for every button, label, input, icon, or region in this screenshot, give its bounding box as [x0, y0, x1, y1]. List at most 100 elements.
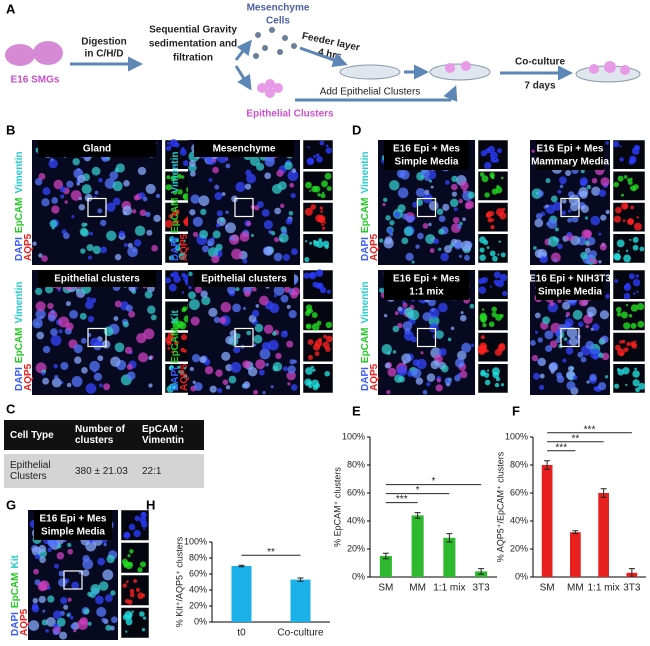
cell: [50, 335, 62, 346]
cell: [188, 299, 200, 311]
cell: [548, 236, 559, 247]
cell: [71, 376, 83, 387]
dish: [429, 63, 491, 81]
cell: [189, 209, 196, 216]
cell: [289, 359, 295, 365]
stain-word: DAPI: [360, 237, 371, 261]
cell: [291, 168, 297, 173]
channel-signal: [621, 311, 628, 319]
cell: [273, 252, 283, 262]
cell: [77, 619, 89, 630]
cell: [85, 383, 97, 394]
error-bar: [572, 530, 579, 535]
channel-signal: [324, 172, 332, 180]
channel-signal: [483, 239, 489, 246]
image-title: Simple Media: [41, 527, 105, 538]
cell: [97, 355, 104, 362]
cell: [106, 554, 115, 564]
cell: [64, 200, 68, 204]
cell: [91, 166, 101, 176]
channel-signal: [487, 217, 493, 223]
cell: [565, 347, 574, 355]
cell: [115, 163, 125, 173]
cell: [112, 181, 123, 192]
cell: [133, 194, 140, 201]
channel-signal: [143, 528, 146, 531]
y-tick-label: 0%: [515, 571, 528, 581]
cell: [69, 309, 79, 319]
channel-signal: [303, 272, 310, 279]
bar: [541, 465, 553, 577]
cell: [566, 231, 572, 237]
channel-signal: [174, 245, 181, 252]
mesenchyme-cells: [253, 27, 297, 59]
cell: [537, 190, 544, 197]
panel-label: C: [6, 401, 16, 416]
cell: [287, 365, 296, 374]
channel-signal: [639, 246, 645, 252]
stain-label: DAPI EpCAM Vimentin: [360, 151, 371, 261]
cell: [415, 244, 420, 249]
cell: [550, 195, 558, 203]
cell: [97, 208, 103, 214]
cell: [138, 352, 149, 363]
stain-word: EpCAM: [170, 328, 181, 364]
cell: [148, 356, 153, 361]
cell: [565, 169, 572, 177]
cell: [42, 377, 50, 385]
channel-signal: [315, 282, 322, 289]
error-bar: [382, 552, 389, 560]
cell: [382, 202, 386, 207]
channel-signal: [321, 180, 328, 188]
y-tick-label: 40%: [189, 584, 207, 594]
cell: [66, 613, 71, 617]
y-tick-label: 0%: [352, 571, 365, 581]
cell: [215, 369, 223, 377]
channel-signal: [634, 222, 642, 231]
cell: [81, 367, 88, 374]
stain-label: DAPI EpCAM Vimentin: [14, 151, 25, 261]
table-header: EpCAM : Vimentin: [135, 420, 204, 450]
cell: [440, 252, 449, 262]
cell: [554, 227, 559, 232]
panel-label: H: [146, 497, 155, 512]
y-axis-label: % EpCAM⁺ clusters: [332, 467, 342, 547]
significance-label: ***: [396, 494, 408, 505]
cell: [387, 227, 393, 234]
roi-box: [560, 327, 580, 348]
cell: [542, 252, 547, 257]
channel-signal: [173, 275, 181, 283]
channel-signal: [623, 347, 629, 352]
x-tick-label: SM: [378, 583, 393, 594]
cell: [268, 340, 279, 351]
y-tick-label: 80%: [189, 552, 207, 562]
cell: [597, 382, 607, 391]
channel-signal: [171, 350, 175, 354]
cell: [47, 547, 52, 553]
cell: [577, 351, 584, 358]
error-bar: [544, 460, 551, 470]
cell: [212, 166, 219, 174]
cell: [424, 189, 430, 195]
cell: [76, 182, 80, 186]
cell: [467, 191, 475, 199]
channel-signal: [137, 592, 144, 600]
cell: [585, 340, 595, 350]
cell: [384, 362, 391, 369]
cell: [411, 368, 422, 379]
channel-signal: [622, 219, 626, 223]
cell: [93, 372, 103, 382]
cell: [534, 312, 541, 319]
channel-signal: [176, 173, 182, 179]
cell: [201, 296, 211, 306]
channel-signal: [502, 290, 508, 297]
channel-signal: [315, 383, 320, 389]
channel-signal: [183, 374, 188, 379]
cell: [398, 375, 405, 383]
channel-signal: [613, 215, 621, 223]
cell: [53, 179, 64, 190]
cell: [580, 169, 585, 174]
cell: [50, 328, 58, 336]
channel-signal: [122, 583, 127, 588]
bar: [570, 532, 581, 577]
